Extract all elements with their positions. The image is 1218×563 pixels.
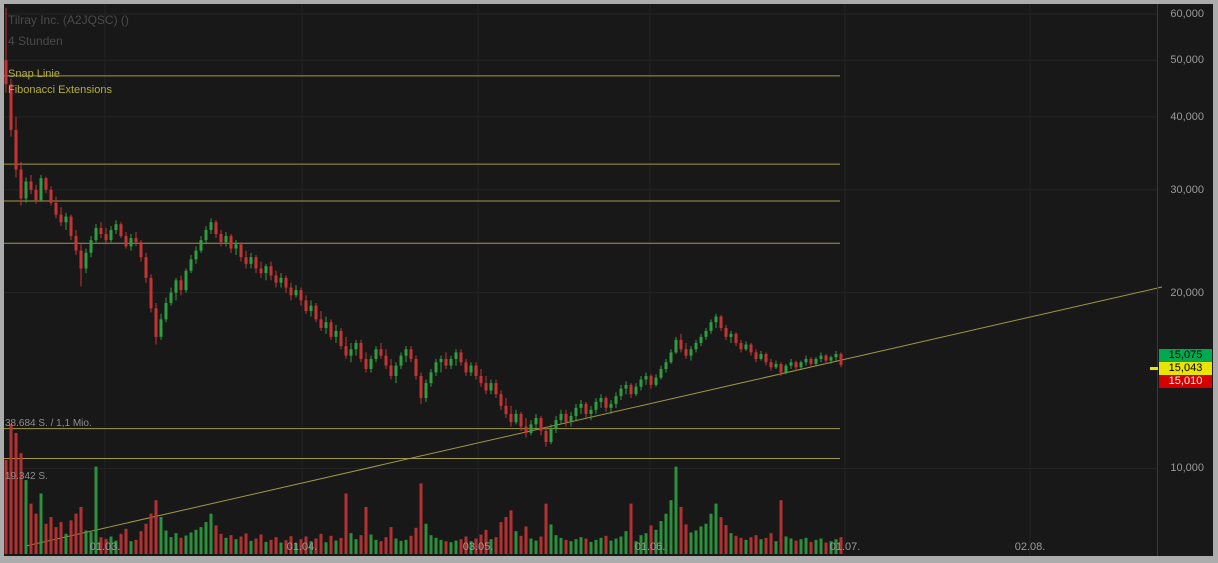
candles xyxy=(4,7,843,447)
trend-line xyxy=(24,286,1163,547)
price-axis-label: 50,000 xyxy=(1170,54,1204,67)
plot-area-background xyxy=(4,4,1213,556)
price-axis[interactable]: 60,000 50,000 40,000 30,000 20,000 10,000 xyxy=(1158,0,1213,556)
price-axis-label: 60,000 xyxy=(1170,8,1204,20)
snap-line-object-label[interactable]: Snap Linie xyxy=(8,68,60,80)
price-axis-label: 40,000 xyxy=(1170,110,1204,123)
volume-readout-label: 38.684 S. / 1,1 Mio. xyxy=(5,418,92,429)
last-price-axis-marker xyxy=(1150,367,1158,370)
price-axis-label: 30,000 xyxy=(1170,183,1204,196)
fibonacci-extensions-object-label[interactable]: Fibonacci Extensions xyxy=(8,84,112,96)
instrument-title: Tilray Inc. (A2JQSC) () xyxy=(8,13,129,27)
price-axis-label: 10,000 xyxy=(1170,462,1204,475)
grid-lines xyxy=(4,4,1157,556)
volume-bars xyxy=(4,424,843,554)
price-axis-label: 20,000 xyxy=(1170,286,1204,299)
bid-price-tag: 15,010 xyxy=(1159,375,1212,388)
timeframe-label: 4 Stunden xyxy=(8,34,63,48)
last-price-tag: 15,043 xyxy=(1159,362,1212,375)
ask-price-tag: 15,075 xyxy=(1159,349,1212,362)
volume-scale-label: 19.342 S. xyxy=(5,471,48,482)
fibonacci-extension-lines xyxy=(4,75,840,459)
